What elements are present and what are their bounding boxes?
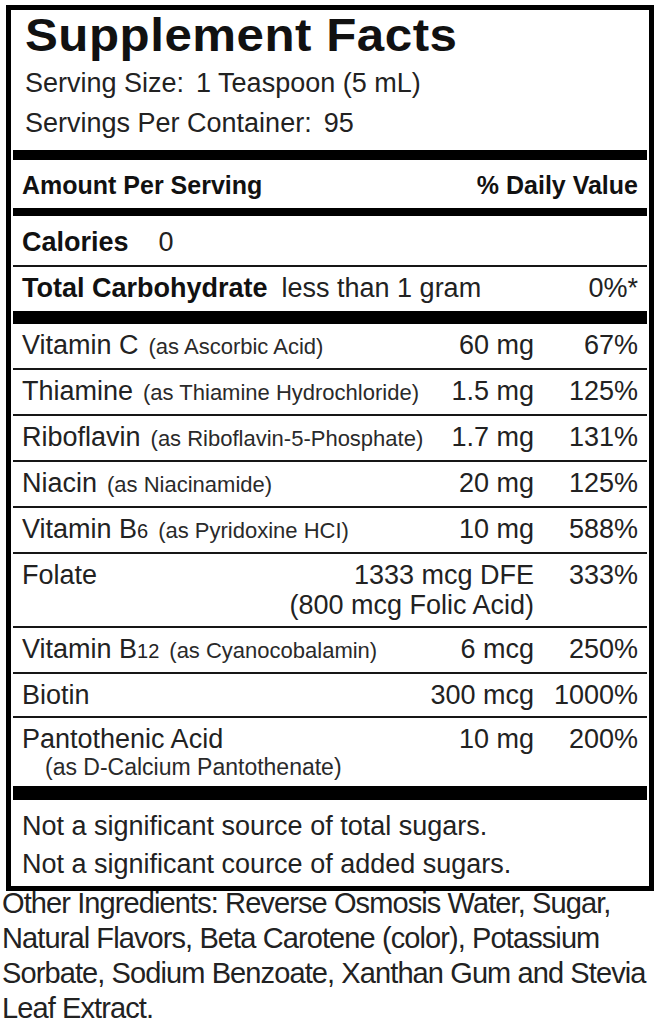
nutrient-row-riboflavin: Riboflavin (as Riboflavin-5-Phosphate) 1.… [22, 416, 638, 460]
carbohydrate-dv: 0%* [588, 274, 638, 302]
nutrient-amount: 10 mg [459, 515, 534, 543]
serving-size-value: 1 Teaspoon (5 mL) [196, 68, 421, 98]
footnote-added-sugars: Not a significant cource of added sugars… [22, 840, 638, 886]
nutrient-name: Thiamine [22, 376, 133, 406]
servings-per-container-value: 95 [324, 108, 354, 138]
divider-medium [13, 208, 647, 216]
nutrient-row-vitamin-c: Vitamin C (as Ascorbic Acid) 60 mg 67% [22, 324, 638, 368]
nutrient-amount: 1333 mcg DFE [354, 561, 534, 589]
nutrient-name: Niacin [22, 468, 97, 498]
nutrient-amount: 1.7 mg [451, 423, 534, 451]
nutrient-amount: 10 mg [459, 725, 534, 753]
servings-per-container-line: Servings Per Container: 95 [25, 108, 638, 138]
nutrient-row-pantothenic-note: (as D-Calcium Pantothenate) [22, 753, 638, 786]
nutrient-amount: 300 mcg [430, 681, 534, 709]
nutrient-dv: 125% [534, 469, 638, 497]
nutrient-dv: 333% [534, 561, 638, 589]
nutrient-dv: 250% [534, 635, 638, 663]
nutrient-dv: 125% [534, 377, 638, 405]
nutrient-form: (as Pyridoxine HCI) [158, 518, 349, 543]
nutrient-amount: 1.5 mg [451, 377, 534, 405]
carbohydrate-label: Total Carbohydrate [22, 274, 268, 302]
servings-per-container-label: Servings Per Container: [25, 108, 312, 138]
nutrient-name-note: (as D-Calcium Pantothenate) [45, 754, 342, 780]
daily-value-header: % Daily Value [477, 172, 638, 198]
footnote-total-sugars: Not a significant source of total sugars… [22, 800, 638, 840]
nutrient-row-vitamin-b12: Vitamin B12 (as Cyanocobalamin) 6 mcg 250… [22, 628, 638, 672]
nutrient-dv: 131% [534, 423, 638, 451]
nutrient-dv: 588% [534, 515, 638, 543]
nutrient-name: Riboflavin [22, 422, 141, 452]
nutrient-form: (as Thiamine Hydrochloride) [143, 380, 419, 405]
nutrient-form: (as Niacinamide) [107, 472, 272, 497]
supplement-label-page: Supplement Facts Serving Size: 1 Teaspoon… [0, 0, 659, 1024]
divider-thick-mid [13, 311, 647, 324]
nutrient-row-biotin: Biotin 300 mcg 1000% [22, 674, 638, 716]
nutrient-form: (as Ascorbic Acid) [149, 334, 324, 359]
nutrient-form: (as Cyanocobalamin) [169, 638, 377, 663]
nutrient-name: Biotin [22, 680, 90, 710]
nutrient-row-niacin: Niacin (as Niacinamide) 20 mg 125% [22, 462, 638, 506]
nutrient-row-vitamin-b6: Vitamin B6 (as Pyridoxine HCI) 10 mg 588% [22, 508, 638, 552]
column-header-row: Amount Per Serving % Daily Value [22, 160, 638, 208]
nutrient-row-folate: Folate 1333 mcg DFE 333% [22, 554, 638, 589]
nutrient-amount: 20 mg [459, 469, 534, 497]
nutrient-dv: 67% [534, 331, 638, 359]
supplement-facts-panel: Supplement Facts Serving Size:1 Teaspoon… [6, 5, 654, 891]
carbohydrate-amount: less than 1 gram [282, 274, 482, 302]
calories-row: Calories 0 [22, 216, 638, 265]
serving-size-label: Serving Size: [25, 68, 184, 98]
divider-thick-top [13, 150, 647, 160]
nutrient-amount: 60 mg [459, 331, 534, 359]
nutrient-amount: 6 mcg [460, 635, 534, 663]
nutrient-dv: 200% [534, 725, 638, 753]
amount-per-serving-header: Amount Per Serving [22, 172, 262, 198]
nutrient-row-thiamine: Thiamine (as Thiamine Hydrochloride) 1.5 … [22, 370, 638, 414]
nutrient-form: (as Riboflavin-5-Phosphate) [151, 426, 424, 451]
nutrient-name-subscript: 6 [137, 520, 148, 542]
nutrient-amount-note: (800 mcg Folic Acid) [289, 591, 534, 619]
carbohydrate-row: Total Carbohydrate less than 1 gram 0%* [22, 267, 638, 311]
nutrient-name: Pantothenic Acid [22, 724, 223, 754]
nutrient-dv: 1000% [534, 681, 638, 709]
other-ingredients-text: Other Ingredients: Reverse Osmosis Water… [2, 886, 659, 1024]
nutrient-name: Vitamin B [22, 634, 137, 664]
divider-thick-bottom [13, 786, 647, 800]
nutrient-row-folate-note: (800 mcg Folic Acid) [22, 589, 638, 626]
nutrient-name: Vitamin B [22, 514, 137, 544]
nutrient-row-pantothenic-acid: Pantothenic Acid 10 mg 200% [22, 718, 638, 753]
panel-title: Supplement Facts [25, 12, 659, 58]
serving-size-line: Serving Size: 1 Teaspoon (5 mL) [25, 68, 638, 98]
nutrient-name: Folate [22, 560, 97, 590]
calories-label: Calories [22, 227, 129, 257]
nutrient-name-subscript: 12 [137, 640, 159, 662]
nutrient-name: Vitamin C [22, 330, 139, 360]
calories-value: 0 [159, 227, 174, 257]
